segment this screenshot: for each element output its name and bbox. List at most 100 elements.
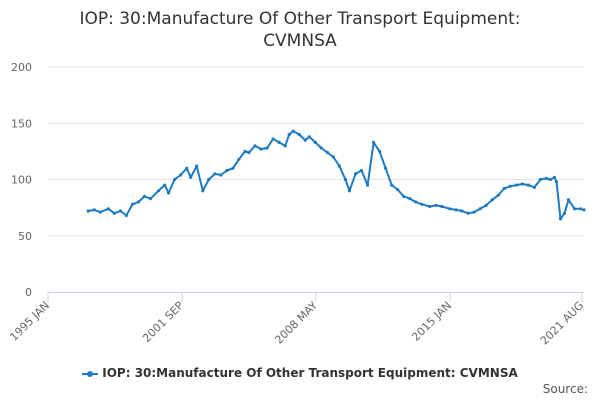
data-point-0-30 bbox=[265, 146, 269, 150]
data-point-0-42 bbox=[331, 155, 335, 159]
data-point-0-0 bbox=[86, 209, 90, 213]
data-point-0-73 bbox=[520, 182, 524, 186]
y-tick-label-100: 100 bbox=[11, 174, 32, 187]
data-point-0-31 bbox=[271, 137, 275, 141]
data-point-0-20 bbox=[207, 177, 211, 182]
data-point-0-24 bbox=[231, 166, 235, 170]
data-point-0-59 bbox=[434, 203, 438, 207]
data-point-0-71 bbox=[508, 184, 512, 188]
data-point-0-79 bbox=[552, 175, 557, 179]
data-point-0-54 bbox=[402, 194, 406, 198]
x-tick-label-2: 2008 MAY bbox=[272, 299, 320, 347]
data-point-0-34 bbox=[287, 132, 291, 137]
data-point-0-68 bbox=[490, 198, 494, 202]
data-point-0-10 bbox=[148, 197, 153, 201]
chart-title-line-2: CVMNSA bbox=[263, 31, 337, 51]
data-point-0-49 bbox=[372, 140, 376, 144]
data-point-0-27 bbox=[247, 150, 251, 155]
data-point-0-64 bbox=[466, 211, 470, 215]
data-point-0-17 bbox=[189, 175, 193, 179]
data-point-0-29 bbox=[259, 147, 263, 151]
data-point-0-53 bbox=[396, 188, 400, 192]
x-tick-label-4: 2021 AUG bbox=[538, 299, 587, 348]
data-point-0-74 bbox=[526, 183, 530, 187]
data-point-0-50 bbox=[378, 149, 382, 153]
x-tick-label-3: 2015 JAN bbox=[409, 299, 454, 344]
data-point-0-9 bbox=[142, 194, 147, 198]
y-tick-label-150: 150 bbox=[11, 117, 32, 130]
data-point-0-80 bbox=[554, 180, 559, 184]
data-point-0-39 bbox=[313, 140, 317, 144]
legend-label: IOP: 30:Manufacture Of Other Transport E… bbox=[102, 366, 518, 380]
data-point-0-21 bbox=[213, 172, 217, 176]
y-tick-label-50: 50 bbox=[18, 230, 32, 243]
data-point-0-62 bbox=[454, 208, 458, 212]
data-point-0-38 bbox=[307, 135, 311, 139]
data-point-0-63 bbox=[460, 209, 464, 213]
data-point-0-18 bbox=[195, 164, 199, 168]
y-tick-label-0: 0 bbox=[25, 286, 32, 299]
data-point-0-83 bbox=[566, 198, 571, 202]
data-point-0-4 bbox=[112, 211, 116, 215]
data-point-0-48 bbox=[366, 183, 370, 187]
x-tick-label-1: 2001 SEP bbox=[140, 299, 186, 345]
data-point-0-57 bbox=[420, 202, 424, 206]
data-point-0-37 bbox=[303, 138, 307, 142]
data-point-0-61 bbox=[448, 207, 452, 211]
data-point-0-75 bbox=[532, 185, 537, 189]
data-point-0-58 bbox=[428, 204, 432, 209]
data-point-0-81 bbox=[558, 217, 563, 221]
data-point-0-25 bbox=[237, 157, 241, 161]
data-point-0-82 bbox=[562, 211, 567, 215]
data-point-0-72 bbox=[514, 183, 518, 187]
data-point-0-76 bbox=[538, 177, 543, 182]
data-point-0-45 bbox=[347, 189, 352, 193]
data-point-0-5 bbox=[118, 209, 122, 213]
data-point-0-6 bbox=[124, 213, 128, 218]
data-point-0-22 bbox=[219, 173, 223, 177]
data-point-0-43 bbox=[337, 164, 341, 168]
data-point-0-32 bbox=[277, 140, 281, 144]
data-point-0-19 bbox=[201, 189, 205, 193]
data-point-0-84 bbox=[573, 207, 577, 211]
data-point-0-55 bbox=[408, 197, 412, 201]
data-point-0-46 bbox=[353, 172, 358, 176]
legend-line-marker-icon bbox=[82, 369, 99, 379]
data-point-0-2 bbox=[98, 210, 102, 214]
legend[interactable]: IOP: 30:Manufacture Of Other Transport E… bbox=[0, 366, 600, 380]
data-point-0-78 bbox=[548, 177, 553, 182]
data-point-0-13 bbox=[167, 191, 171, 195]
data-point-0-35 bbox=[291, 129, 295, 133]
data-point-0-70 bbox=[502, 186, 506, 191]
chart-title: IOP: 30:Manufacture Of Other Transport E… bbox=[0, 8, 600, 52]
source-label: Source: bbox=[542, 382, 588, 396]
data-point-0-40 bbox=[319, 146, 323, 150]
data-point-0-47 bbox=[359, 168, 364, 173]
series-line-0 bbox=[87, 130, 585, 220]
data-point-0-52 bbox=[390, 183, 394, 187]
data-point-0-3 bbox=[106, 207, 110, 211]
data-point-0-51 bbox=[384, 166, 388, 170]
data-point-0-16 bbox=[185, 166, 189, 170]
data-point-0-85 bbox=[579, 207, 583, 211]
data-point-0-15 bbox=[179, 173, 183, 177]
data-point-0-8 bbox=[136, 200, 140, 204]
data-point-0-26 bbox=[243, 149, 247, 153]
data-point-0-60 bbox=[440, 204, 444, 209]
data-point-0-11 bbox=[156, 189, 161, 193]
data-point-0-44 bbox=[343, 177, 347, 182]
data-point-0-14 bbox=[173, 177, 177, 182]
data-point-0-23 bbox=[225, 168, 229, 173]
data-point-0-28 bbox=[253, 144, 257, 148]
data-point-0-36 bbox=[297, 132, 301, 137]
data-point-0-1 bbox=[92, 208, 96, 212]
data-point-0-33 bbox=[283, 144, 287, 148]
data-point-0-12 bbox=[163, 183, 167, 187]
x-tick-label-0: 1995 JAN bbox=[7, 299, 52, 344]
data-point-0-65 bbox=[472, 210, 476, 214]
data-point-0-67 bbox=[484, 203, 488, 207]
data-point-0-56 bbox=[414, 200, 418, 204]
data-point-0-86 bbox=[582, 208, 586, 212]
data-point-0-66 bbox=[478, 207, 482, 211]
